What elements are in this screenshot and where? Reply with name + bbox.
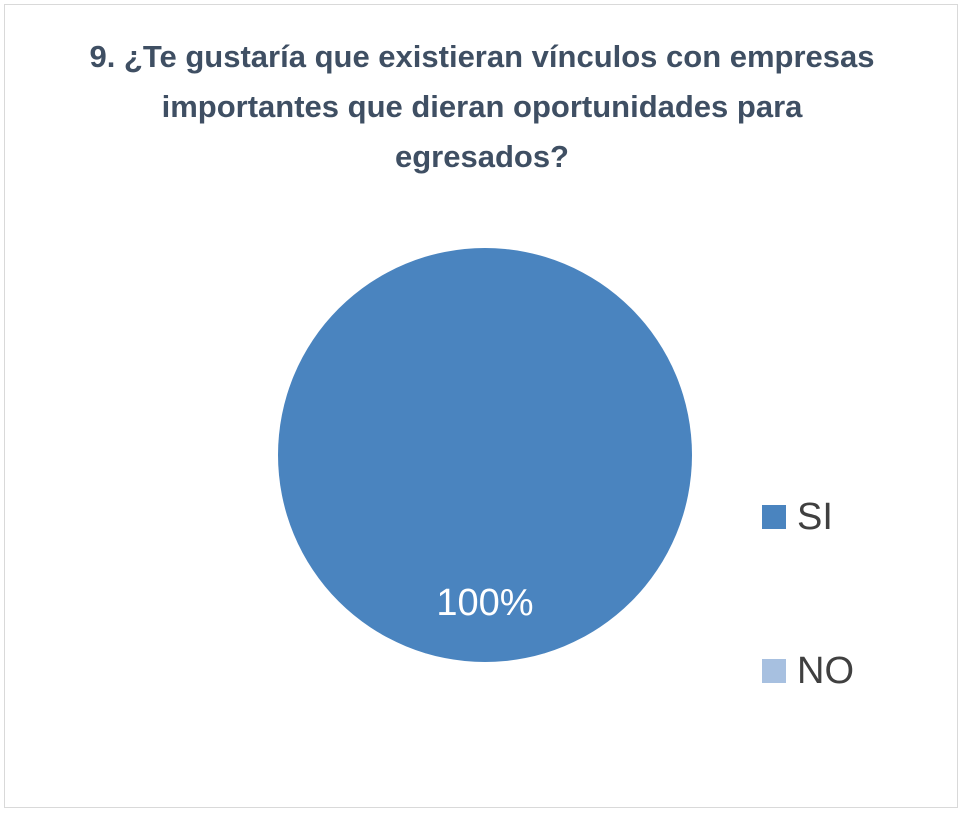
data-label: 100% (436, 582, 533, 624)
legend-swatch (762, 505, 786, 529)
pie-slice (278, 248, 692, 662)
chart-area (4, 4, 958, 808)
chart-title: 9. ¿Te gustaría que existieran vínculos … (89, 39, 875, 174)
legend-swatch (762, 659, 786, 683)
legend-label: NO (797, 650, 854, 692)
legend-label: SI (797, 496, 833, 538)
